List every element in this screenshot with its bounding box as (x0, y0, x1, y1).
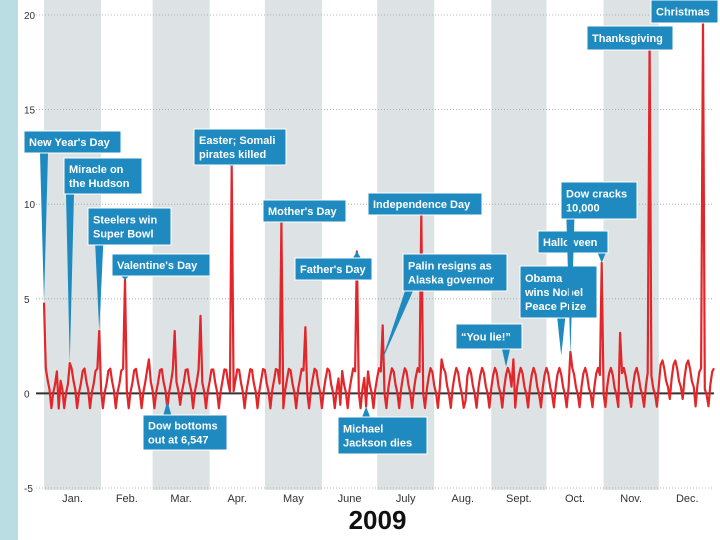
annotation-pointer (362, 406, 371, 417)
y-tick-label: -5 (24, 484, 33, 495)
annotation-label: Dow cracks (566, 189, 627, 201)
annotation-box (63, 157, 143, 195)
x-tick-label: July (396, 493, 416, 505)
annotation: Palin resigns as Alaska governor (380, 253, 508, 364)
annotation: Obama wins Nobel Peace Prize (519, 265, 598, 356)
x-tick-label: May (283, 493, 304, 505)
annotation: Christmas (650, 0, 719, 24)
annotation: Thanksgiving (586, 25, 674, 51)
annotation-pointer (502, 349, 511, 367)
annotation-label: out at 6,547 (148, 435, 209, 447)
annotation-box (87, 207, 172, 246)
annotation-pointer (40, 153, 48, 303)
annotation: Dow cracks 10,000 (560, 181, 638, 356)
annotation-pointer (163, 400, 172, 415)
y-tick-label: 20 (24, 11, 36, 22)
x-tick-labels: Jan. Feb. Mar. Apr. May June July Aug. Sept. Oct.… (62, 493, 698, 505)
x-tick-label: Mar. (170, 493, 191, 505)
annotation-label: Steelers win (93, 215, 157, 227)
annotation-pointer (66, 194, 74, 364)
annotation-label: Obama (525, 273, 563, 285)
annotation-box (519, 265, 598, 319)
annotation-box (142, 414, 228, 451)
annotation-label: Michael (343, 424, 383, 436)
y-tick-label: 0 (24, 389, 30, 400)
annotation-box (455, 323, 523, 350)
year-label: 2009 (348, 505, 407, 535)
annotation: Easter; Somali pirates killed (193, 128, 287, 167)
annotation: Michael Jackson dies (337, 406, 428, 455)
annotation: Valentine's Day (111, 253, 211, 280)
annotation-label: Thanksgiving (592, 33, 663, 45)
annotation-pointer (597, 253, 606, 263)
annotation-box (560, 181, 638, 220)
month-band (491, 0, 547, 490)
x-tick-label: Feb. (116, 493, 138, 505)
series-line (42, 21, 715, 410)
annotation-box (262, 199, 347, 223)
annotation-label: Independence Day (373, 199, 471, 211)
annotation-pointer (352, 251, 361, 258)
annotation-box (111, 253, 211, 277)
x-tick-label: Apr. (227, 493, 247, 505)
annotation-label: Mother's Day (268, 206, 338, 218)
annotation-box (586, 25, 674, 51)
annotation-label: 10,000 (566, 203, 600, 215)
x-tick-label: June (338, 493, 362, 505)
annotation-label: wins Nobel (524, 287, 583, 299)
annotations: New Year's Day Miracle on the Hudson Steele… (23, 0, 719, 455)
annotation-label: Miracle on (69, 164, 124, 176)
annotation: Dow bottoms out at 6,547 (142, 400, 228, 451)
annotation-box (193, 128, 287, 166)
annotation: Independence Day (367, 192, 483, 216)
annotation: Father's Day (294, 251, 373, 281)
annotation-pointer (95, 245, 104, 331)
annotation-label: the Hudson (69, 178, 130, 190)
annotation-label: Alaska governor (408, 275, 495, 287)
annotation-label: Super Bowl (93, 229, 154, 241)
annotation-label: Peace Prize (525, 301, 586, 313)
annotation-label: Valentine's Day (117, 260, 198, 272)
x-tick-label: Aug. (451, 493, 474, 505)
annotation-label: Christmas (656, 7, 710, 19)
y-tick-label: 15 (24, 106, 36, 117)
annotation: Miracle on the Hudson (63, 157, 143, 364)
x-tick-label: Jan. (62, 493, 83, 505)
annotation-box (337, 416, 428, 455)
y-tick-label: 5 (24, 295, 30, 306)
annotation-label: New Year's Day (29, 137, 111, 149)
annotation: New Year's Day (23, 130, 122, 303)
annotation-label: Dow bottoms (148, 421, 218, 433)
annotation-label: “You lie!” (461, 332, 511, 344)
annotation-box (23, 130, 122, 154)
annotation: Steelers win Super Bowl (87, 207, 172, 331)
annotation-label: Father's Day (300, 264, 366, 276)
annotation-label: Easter; Somali (199, 135, 275, 147)
y-tick-labels: -5 0 5 10 15 20 (24, 11, 36, 495)
annotation-pointer (120, 276, 129, 280)
annotation-box (650, 0, 719, 24)
annotation-box (294, 257, 373, 281)
annotation: “You lie!” (455, 323, 523, 367)
x-tick-label: Sept. (506, 493, 532, 505)
annotation-pointer (566, 219, 575, 356)
x-tick-label: Nov. (620, 493, 642, 505)
left-rail (0, 0, 18, 540)
month-band (264, 0, 322, 490)
x-tick-label: Dec. (676, 493, 699, 505)
y-tick-label: 10 (24, 200, 36, 211)
x-tick-label: Oct. (565, 493, 585, 505)
annotation-label: Jackson dies (343, 438, 412, 450)
annotation: Mother's Day (262, 199, 347, 224)
annotation-label: pirates killed (199, 149, 266, 161)
annotation-box (367, 192, 483, 216)
annotation-pointer (380, 291, 413, 364)
annotation-label: Palin resigns as (408, 261, 492, 273)
annotation-box (402, 253, 508, 292)
annotation-pointer (557, 318, 566, 356)
